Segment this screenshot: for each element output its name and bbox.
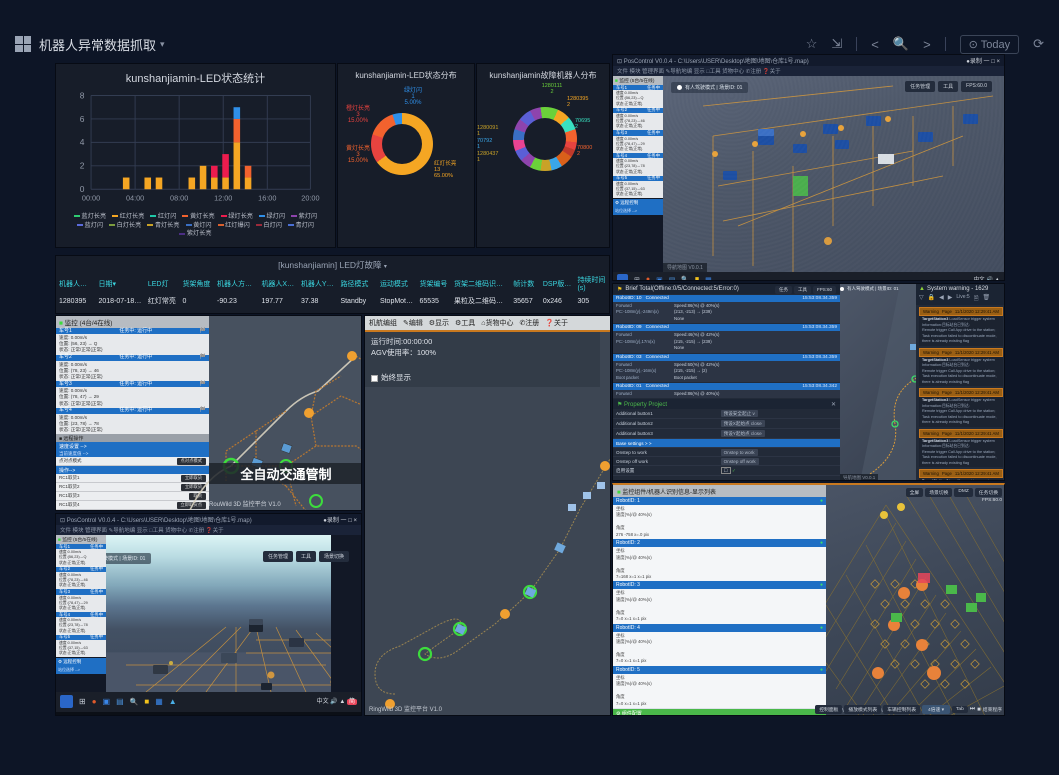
svg-text:2: 2 — [80, 161, 85, 171]
svg-text:20:00: 20:00 — [301, 194, 319, 203]
svg-text:8: 8 — [80, 90, 85, 100]
svg-text:0: 0 — [80, 184, 85, 194]
svg-text:6: 6 — [80, 114, 85, 124]
svg-text:4: 4 — [80, 137, 85, 147]
svg-text:00:00: 00:00 — [82, 194, 100, 203]
svg-text:16:00: 16:00 — [258, 194, 276, 203]
svg-text:08:00: 08:00 — [170, 194, 188, 203]
svg-text:12:00: 12:00 — [214, 194, 232, 203]
svg-text:04:00: 04:00 — [126, 194, 144, 203]
